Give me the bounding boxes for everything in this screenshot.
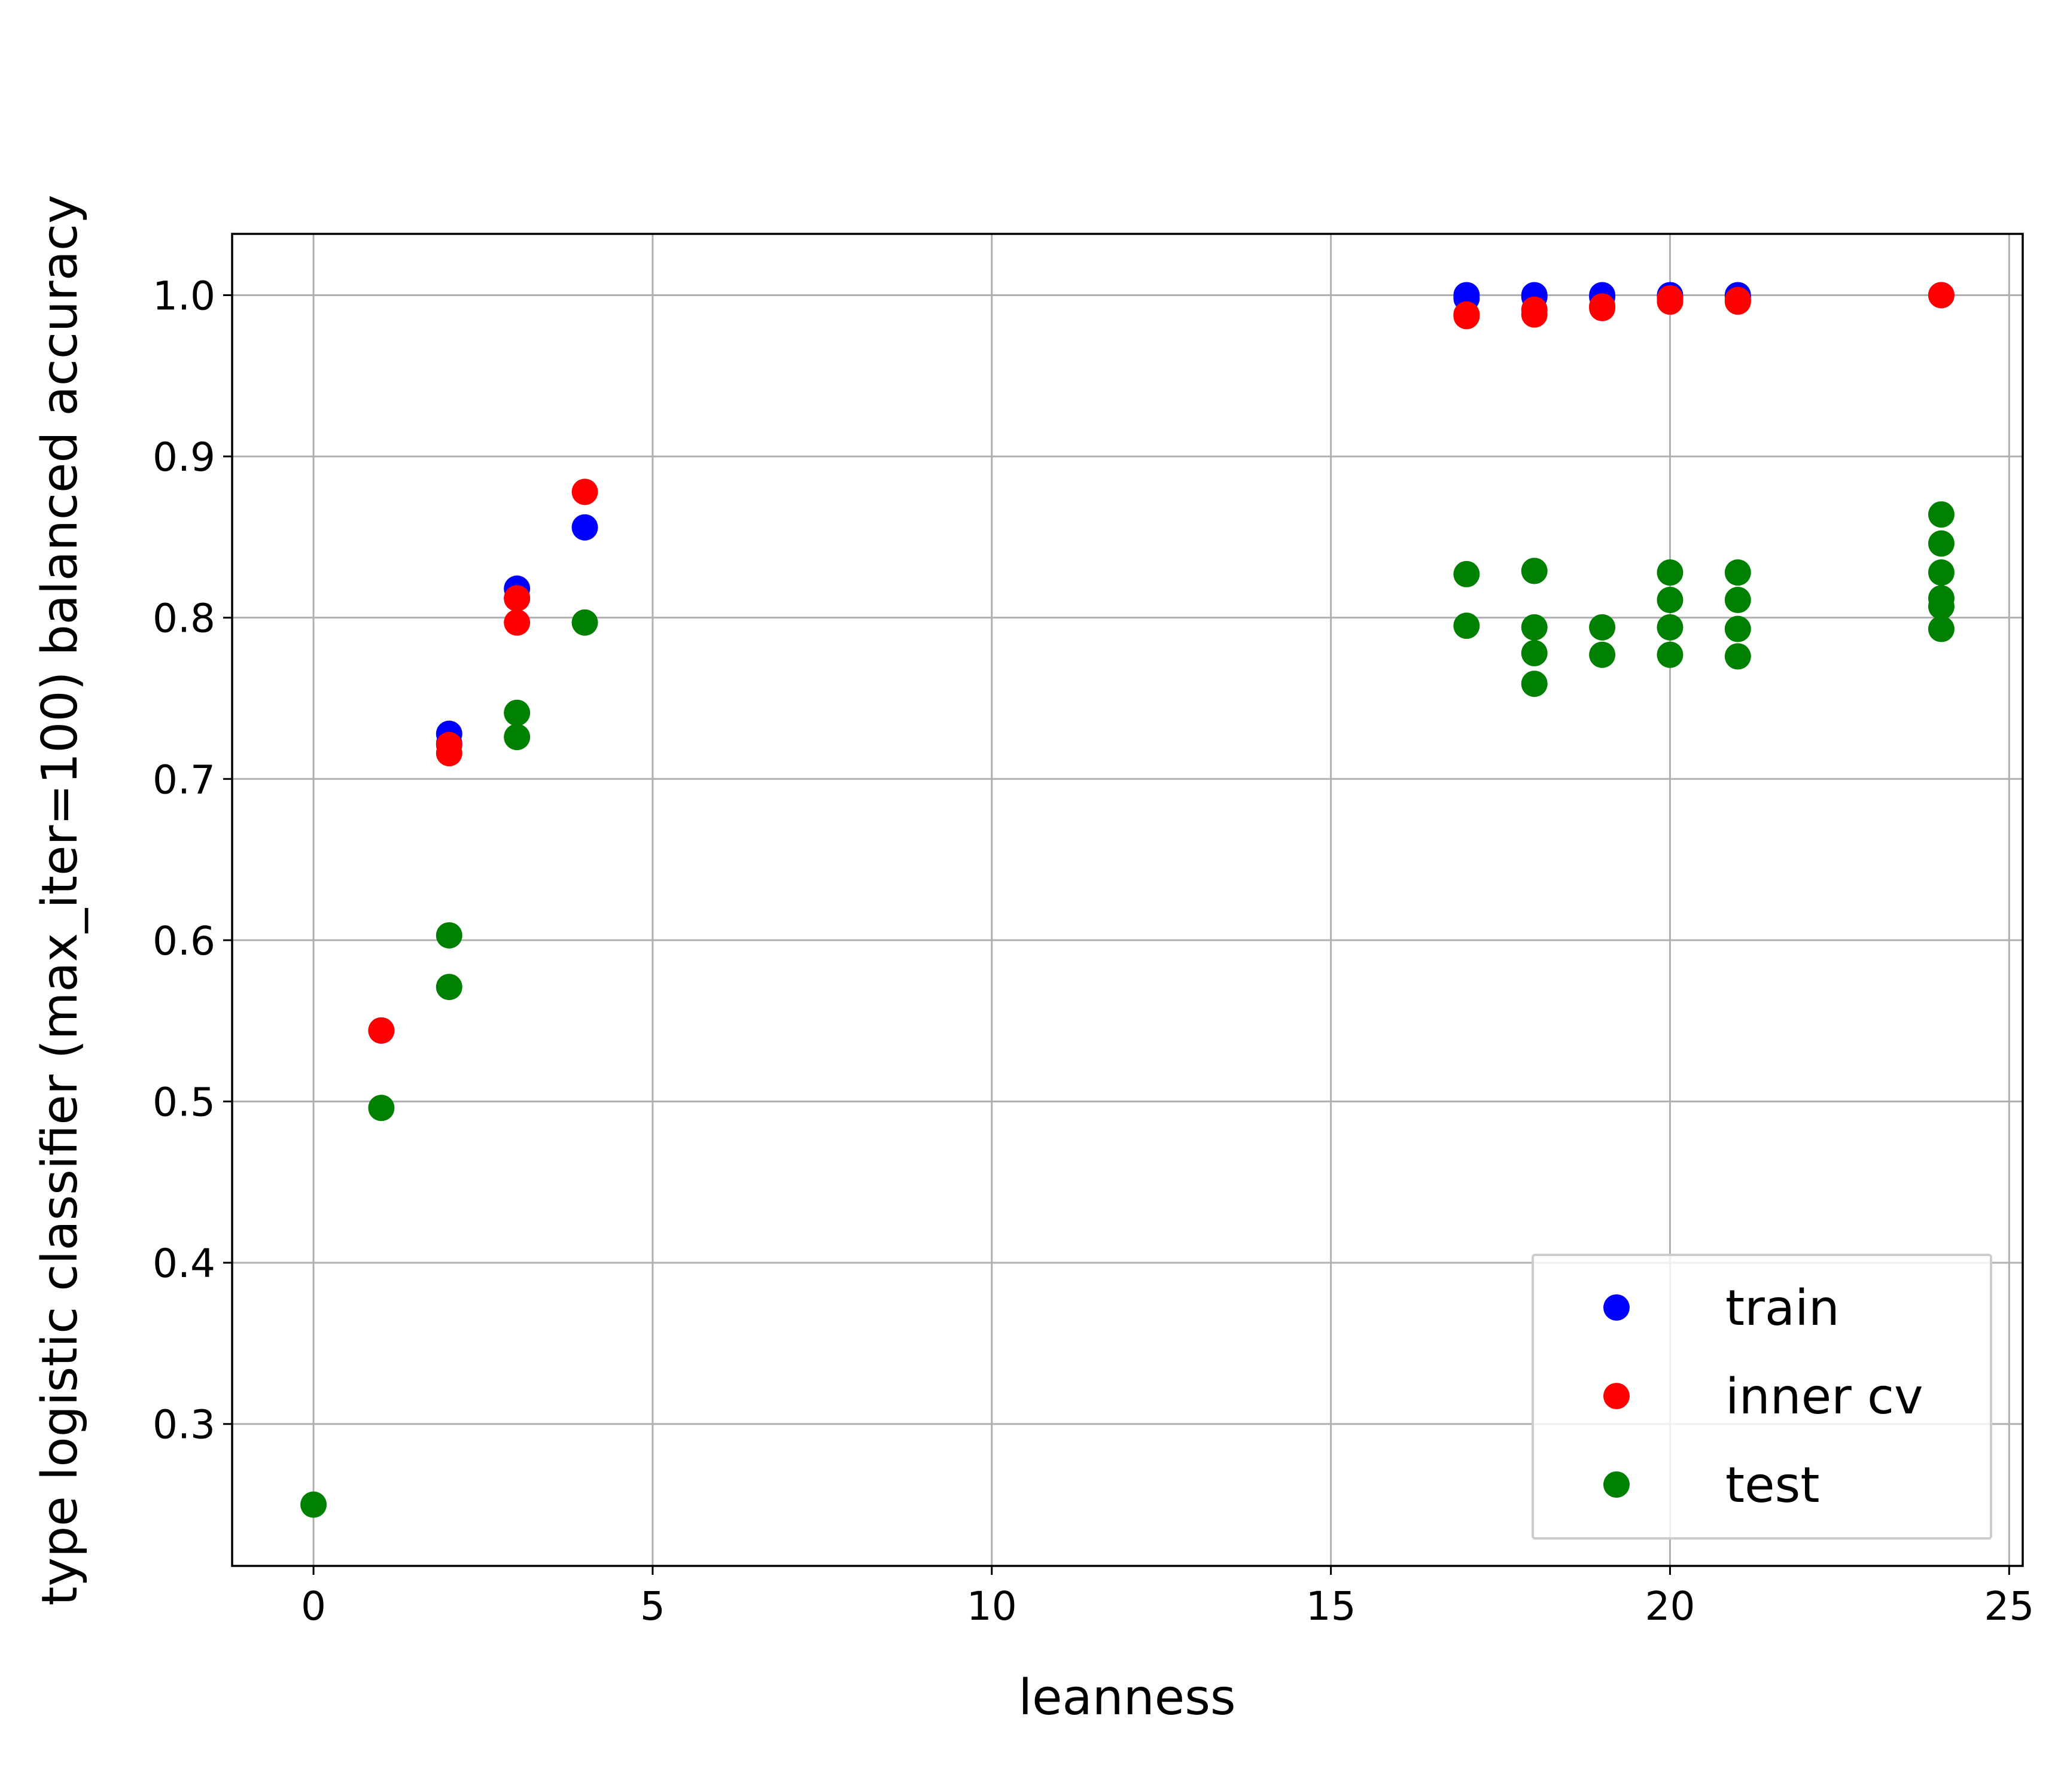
point-train [571, 514, 598, 541]
series-test [300, 501, 1955, 1518]
point-test [504, 699, 531, 726]
y-tick-label: 0.8 [153, 596, 215, 642]
point-test [436, 922, 462, 949]
y-tick-label: 1.0 [153, 273, 215, 319]
x-tick-label: 20 [1645, 1583, 1695, 1629]
point-test [436, 974, 462, 1001]
series-inner-cv [368, 282, 1955, 1044]
plot-frame [231, 233, 2024, 1567]
y-tick-label: 0.9 [153, 434, 215, 480]
point-test [1589, 614, 1616, 641]
point-test [368, 1095, 395, 1121]
y-tick-label: 0.4 [153, 1241, 215, 1287]
legend-label-test: test [1725, 1457, 1819, 1514]
point-test [571, 609, 598, 636]
point-inner-cv [368, 1017, 395, 1044]
point-test [1589, 641, 1616, 668]
y-tick-label: 0.6 [153, 918, 215, 964]
point-inner-cv [571, 479, 598, 505]
y-axis-label: type logistic classifier (max_iter=100) … [32, 195, 89, 1606]
point-inner-cv [1453, 303, 1480, 330]
point-test [1928, 530, 1955, 557]
point-inner-cv [504, 585, 531, 612]
point-test [1657, 641, 1684, 668]
point-test [1521, 557, 1548, 584]
y-tick-label: 0.3 [153, 1402, 215, 1448]
point-test [1521, 671, 1548, 697]
legend-marker-inner-cv [1603, 1383, 1630, 1409]
legend-label-inner-cv: inner cv [1725, 1369, 1923, 1425]
x-tick-label: 25 [1984, 1583, 2034, 1629]
point-test [1521, 614, 1548, 641]
legend: train inner cv test [1532, 1254, 1992, 1540]
axis-ticks: 0 5 10 15 20 25 0.3 0.4 0.5 0.6 0.7 0.8 0.9 1.0 [153, 273, 2034, 1629]
point-test [1724, 643, 1751, 670]
point-test [1453, 560, 1480, 587]
y-tick-label: 0.7 [153, 757, 215, 803]
point-inner-cv [504, 609, 531, 636]
point-test [1724, 615, 1751, 642]
point-inner-cv [1724, 288, 1751, 315]
x-tick-label: 15 [1306, 1583, 1356, 1629]
point-test [1724, 559, 1751, 586]
point-test [1928, 593, 1955, 620]
point-test [1453, 612, 1480, 639]
data-points [300, 282, 1955, 1518]
point-test [504, 724, 531, 751]
point-test [1657, 587, 1684, 614]
point-test [1928, 501, 1955, 528]
legend-marker-test [1603, 1471, 1630, 1498]
x-axis-label: leanness [1018, 1669, 1235, 1726]
point-test [1928, 615, 1955, 642]
point-inner-cv [1589, 295, 1616, 322]
point-inner-cv [1521, 301, 1548, 328]
x-tick-label: 0 [301, 1583, 326, 1629]
point-test [1724, 587, 1751, 614]
grid [232, 234, 2023, 1566]
point-test [1657, 614, 1684, 641]
point-inner-cv [1928, 282, 1955, 309]
x-tick-label: 5 [640, 1583, 665, 1629]
x-tick-label: 10 [967, 1583, 1017, 1629]
point-test [1657, 559, 1684, 586]
point-test [1521, 639, 1548, 666]
point-inner-cv [436, 740, 462, 767]
legend-label-train: train [1725, 1280, 1840, 1337]
point-test [1928, 559, 1955, 586]
point-inner-cv [1657, 288, 1684, 315]
y-tick-label: 0.5 [153, 1080, 215, 1126]
point-test [300, 1491, 327, 1518]
legend-marker-train [1603, 1294, 1630, 1321]
legend-frame [1532, 1254, 1992, 1540]
